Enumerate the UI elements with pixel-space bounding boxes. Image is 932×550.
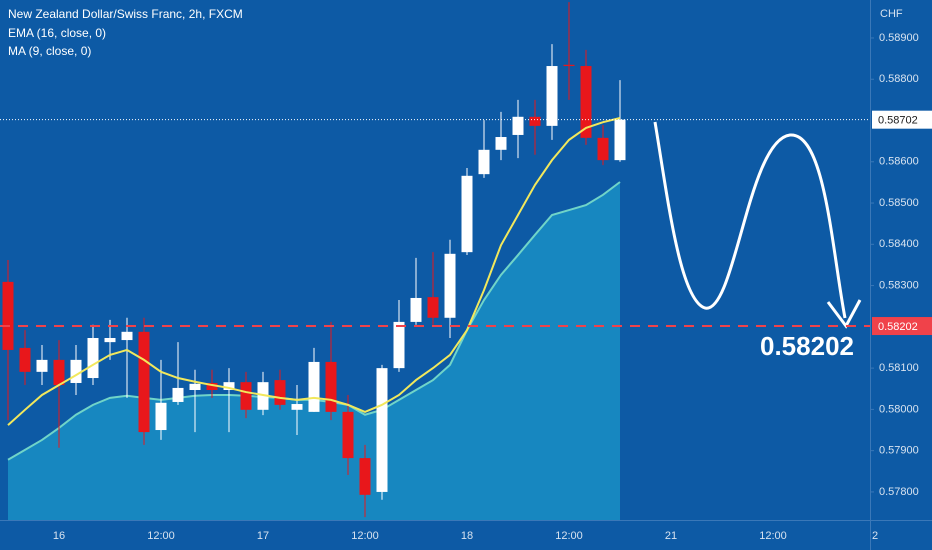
candle-body <box>104 338 116 343</box>
x-tick-label: 12:00 <box>147 530 175 542</box>
candle-body <box>2 281 14 350</box>
y-tick-label: 0.58300 <box>879 279 919 291</box>
indicator-label: EMA (16, close, 0) <box>8 26 106 40</box>
candle-body <box>444 253 456 318</box>
x-tick-label: 17 <box>257 530 269 542</box>
annotation: 0.58202 <box>760 331 854 361</box>
candle-body <box>512 116 524 135</box>
x-tick-label: 16 <box>53 530 65 542</box>
candle-body <box>121 331 133 341</box>
candle-body <box>359 458 371 495</box>
price-label-box <box>872 110 932 129</box>
candle-body <box>325 361 337 412</box>
x-tick-label: 18 <box>461 530 473 542</box>
y-tick-label: 0.58000 <box>879 403 919 415</box>
candle-body <box>597 137 609 161</box>
candle-body <box>376 368 388 492</box>
candle-body <box>53 359 65 386</box>
candle-body <box>36 359 48 372</box>
candle-body <box>87 338 99 379</box>
candle-body <box>342 411 354 459</box>
y-tick-label: 0.57800 <box>879 486 919 498</box>
x-tick-label: 12:00 <box>555 530 583 542</box>
candle-body <box>172 387 184 402</box>
price-label-box <box>872 317 932 336</box>
price-label: 0.58202 <box>878 321 918 333</box>
candle-body <box>461 175 473 253</box>
y-tick-label: 0.58400 <box>879 238 919 250</box>
y-tick-label: 0.58100 <box>879 362 919 374</box>
y-tick-label: 0.57900 <box>879 445 919 457</box>
candle-body <box>529 116 541 126</box>
candle-body <box>546 66 558 126</box>
x-tick-label: 12:00 <box>351 530 379 542</box>
x-tick-label: 12:00 <box>759 530 787 542</box>
candle-body <box>257 382 269 410</box>
candle-body <box>240 382 252 410</box>
forecast-arrow <box>653 121 847 319</box>
y-tick-label: 0.58500 <box>879 197 919 209</box>
candle-body <box>189 383 201 390</box>
candle-body <box>274 380 286 405</box>
x-tick-label: 21 <box>665 530 677 542</box>
plot-area <box>2 2 626 520</box>
y-axis-label: CHF <box>880 8 903 20</box>
ema-line <box>7 117 621 426</box>
candle-body <box>478 149 490 175</box>
price-label: 0.58702 <box>878 115 918 127</box>
candle-body <box>223 382 235 390</box>
indicator-label: MA (9, close, 0) <box>8 44 91 58</box>
chart-title: New Zealand Dollar/Swiss Franc, 2h, FXCM <box>8 7 243 21</box>
candle-body <box>19 347 31 372</box>
candle-body <box>495 137 507 150</box>
candle-body <box>155 402 167 431</box>
y-tick-label: 0.58600 <box>879 156 919 168</box>
candle-body <box>308 361 320 412</box>
candle-body <box>291 404 303 410</box>
candle-body <box>614 119 626 161</box>
candle-body <box>138 331 150 433</box>
candle-body <box>393 321 405 369</box>
candle-body <box>70 359 82 383</box>
x-tick-label: 2 <box>872 530 878 542</box>
candle-body <box>580 66 592 138</box>
candle-body <box>563 64 575 67</box>
candle-body <box>410 297 422 322</box>
y-tick-label: 0.58900 <box>879 32 919 44</box>
y-tick-label: 0.58800 <box>879 73 919 85</box>
candle-body <box>206 382 218 390</box>
candle-body <box>427 297 439 318</box>
